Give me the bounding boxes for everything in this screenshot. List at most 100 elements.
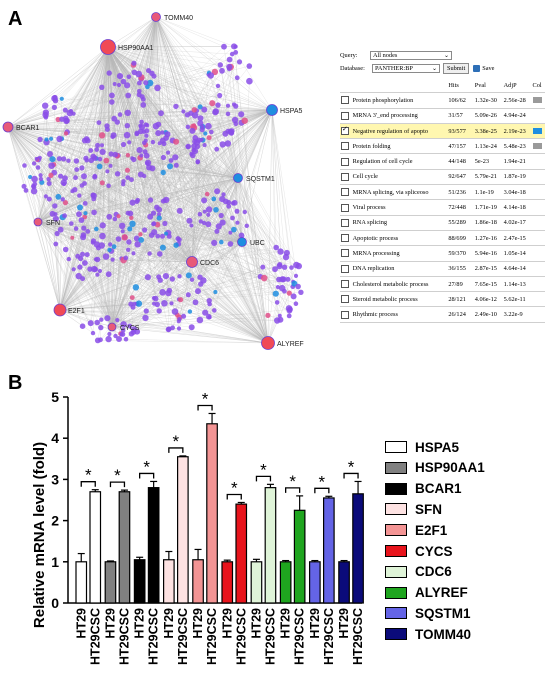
network-node — [106, 183, 111, 189]
legend-label: BCAR1 — [415, 481, 462, 497]
network-node — [144, 133, 149, 138]
network-node — [192, 148, 199, 155]
significance-marker: * — [348, 457, 355, 476]
network-node-label: SQSTM1 — [246, 176, 275, 183]
network-node — [244, 223, 249, 228]
network-node — [146, 68, 151, 74]
save-button[interactable]: Save — [473, 65, 494, 72]
row-checkbox[interactable] — [340, 92, 352, 109]
network-edge — [137, 16, 157, 201]
network-node — [295, 283, 301, 290]
table-row[interactable]: RNA splicing 55/289 1.86e-18 4.02e-17 — [340, 215, 545, 231]
row-checkbox-box[interactable] — [341, 111, 349, 120]
table-row[interactable]: DNA replication 36/155 2.87e-15 4.64e-14 — [340, 261, 545, 277]
row-checkbox[interactable] — [340, 108, 352, 124]
network-node — [107, 331, 112, 337]
row-checkbox-box[interactable] — [341, 172, 349, 181]
panel-a-letter: A — [8, 8, 23, 30]
table-row[interactable]: Rhythmic process 26/124 2.49e-10 3.22e-9 — [340, 306, 545, 323]
table-row[interactable]: Steroid metabolic process 28/121 4.06e-12 5… — [340, 291, 545, 308]
network-node — [279, 276, 286, 283]
table-row[interactable]: Cell cycle 92/647 5.79e-21 1.87e-19 — [340, 169, 545, 186]
network-node — [136, 147, 143, 154]
row-checkbox[interactable] — [340, 215, 352, 231]
row-color-swatch[interactable] — [532, 143, 542, 150]
row-checkbox-box[interactable] — [341, 264, 349, 273]
legend-label: SQSTM1 — [415, 605, 471, 621]
row-checkbox-box[interactable] — [341, 203, 349, 212]
row-checkbox[interactable] — [340, 291, 352, 308]
row-checkbox[interactable] — [340, 306, 352, 323]
row-term: Cholesterol metabolic process — [351, 276, 448, 293]
row-checkbox-box[interactable] — [341, 249, 349, 258]
table-body: Protein phosphorylation 106/62 1.32e-30 2.5… — [340, 92, 545, 323]
row-checkbox[interactable] — [340, 230, 352, 247]
network-edge — [118, 238, 269, 344]
header-hits[interactable]: Hits — [447, 78, 474, 94]
row-checkbox-box[interactable] — [341, 280, 349, 288]
row-pval: 1.1e-19 — [473, 184, 503, 201]
row-checkbox[interactable] — [340, 123, 352, 140]
table-row[interactable]: Regulation of cell cycle 44/148 5e-23 1.94e… — [340, 153, 545, 170]
row-color — [531, 123, 545, 140]
header-col[interactable]: Col — [531, 78, 545, 94]
table-row[interactable]: MRNA splicing, via spliceoso 51/236 1.1e-1… — [340, 184, 545, 201]
network-edge — [59, 98, 62, 311]
row-checkbox-box[interactable] — [341, 188, 349, 197]
row-checkbox-box[interactable] — [341, 96, 349, 105]
network-node — [92, 266, 98, 272]
network-edge — [271, 109, 277, 248]
row-hits: 26/124 — [447, 306, 474, 323]
network-edge — [65, 249, 113, 328]
network-edge — [37, 85, 128, 223]
significance-bracket — [226, 493, 242, 500]
row-checkbox-box[interactable] — [341, 234, 349, 243]
network-edge — [141, 239, 269, 344]
network-node — [57, 226, 64, 233]
network-edge — [151, 235, 269, 344]
row-checkbox-box[interactable] — [341, 310, 349, 319]
table-row[interactable]: Protein folding 47/157 1.13e-24 5.48e-23 — [340, 138, 545, 155]
row-checkbox-box[interactable] — [341, 218, 349, 227]
network-edge — [39, 157, 113, 328]
network-node — [62, 213, 67, 219]
network-edge — [7, 112, 46, 128]
submit-button[interactable]: Submit — [443, 63, 470, 74]
row-checkbox-box[interactable] — [341, 125, 349, 136]
network-edge — [223, 46, 269, 344]
table-row[interactable]: MRNA processing 59/370 5.94e-16 1.05e-14 — [340, 245, 545, 262]
network-node — [37, 136, 43, 143]
row-checkbox[interactable] — [340, 199, 352, 216]
row-checkbox[interactable] — [340, 153, 352, 170]
row-checkbox-box[interactable] — [341, 157, 349, 166]
header-adjp[interactable]: AdjP — [502, 78, 532, 94]
table-row[interactable]: Negative regulation of apopto93/5773.38e… — [340, 123, 545, 140]
network-node — [195, 288, 201, 295]
row-term: Protein phosphorylation — [351, 92, 448, 109]
table-row[interactable]: MRNA 3'_end processing 31/57 5.09e-26 4.94e… — [340, 108, 545, 124]
row-color-swatch[interactable] — [532, 97, 542, 104]
header-pval[interactable]: Pval — [473, 78, 503, 94]
row-checkbox[interactable] — [340, 169, 352, 186]
row-checkbox[interactable] — [340, 245, 352, 262]
row-checkbox-box[interactable] — [341, 295, 349, 304]
table-row[interactable]: Protein phosphorylation 106/62 1.32e-30 2.5… — [340, 92, 545, 109]
query-select[interactable]: All nodes ⌄ — [370, 51, 452, 60]
network-node — [225, 103, 231, 108]
row-adjp: 4.64e-14 — [502, 261, 532, 277]
row-checkbox[interactable] — [340, 276, 352, 293]
table-row[interactable]: Cholesterol metabolic process 27/89 7.65e-… — [340, 276, 545, 293]
legend-item: SFN — [385, 500, 442, 518]
row-checkbox[interactable] — [340, 138, 352, 155]
network-node — [134, 328, 141, 335]
row-checkbox[interactable] — [340, 184, 352, 201]
network-edge — [87, 46, 109, 141]
network-node — [233, 121, 239, 127]
network-edge — [155, 16, 189, 147]
row-checkbox-box[interactable] — [341, 142, 349, 151]
row-color-swatch[interactable] — [532, 128, 542, 135]
table-row[interactable]: Viral process 72/448 1.71e-19 4.14e-18 — [340, 199, 545, 216]
database-select[interactable]: PANTHER:BP ⌄ — [372, 64, 440, 73]
row-checkbox[interactable] — [340, 261, 352, 277]
table-row[interactable]: Apoptotic process 88/699 1.27e-16 2.47e-15 — [340, 230, 545, 247]
